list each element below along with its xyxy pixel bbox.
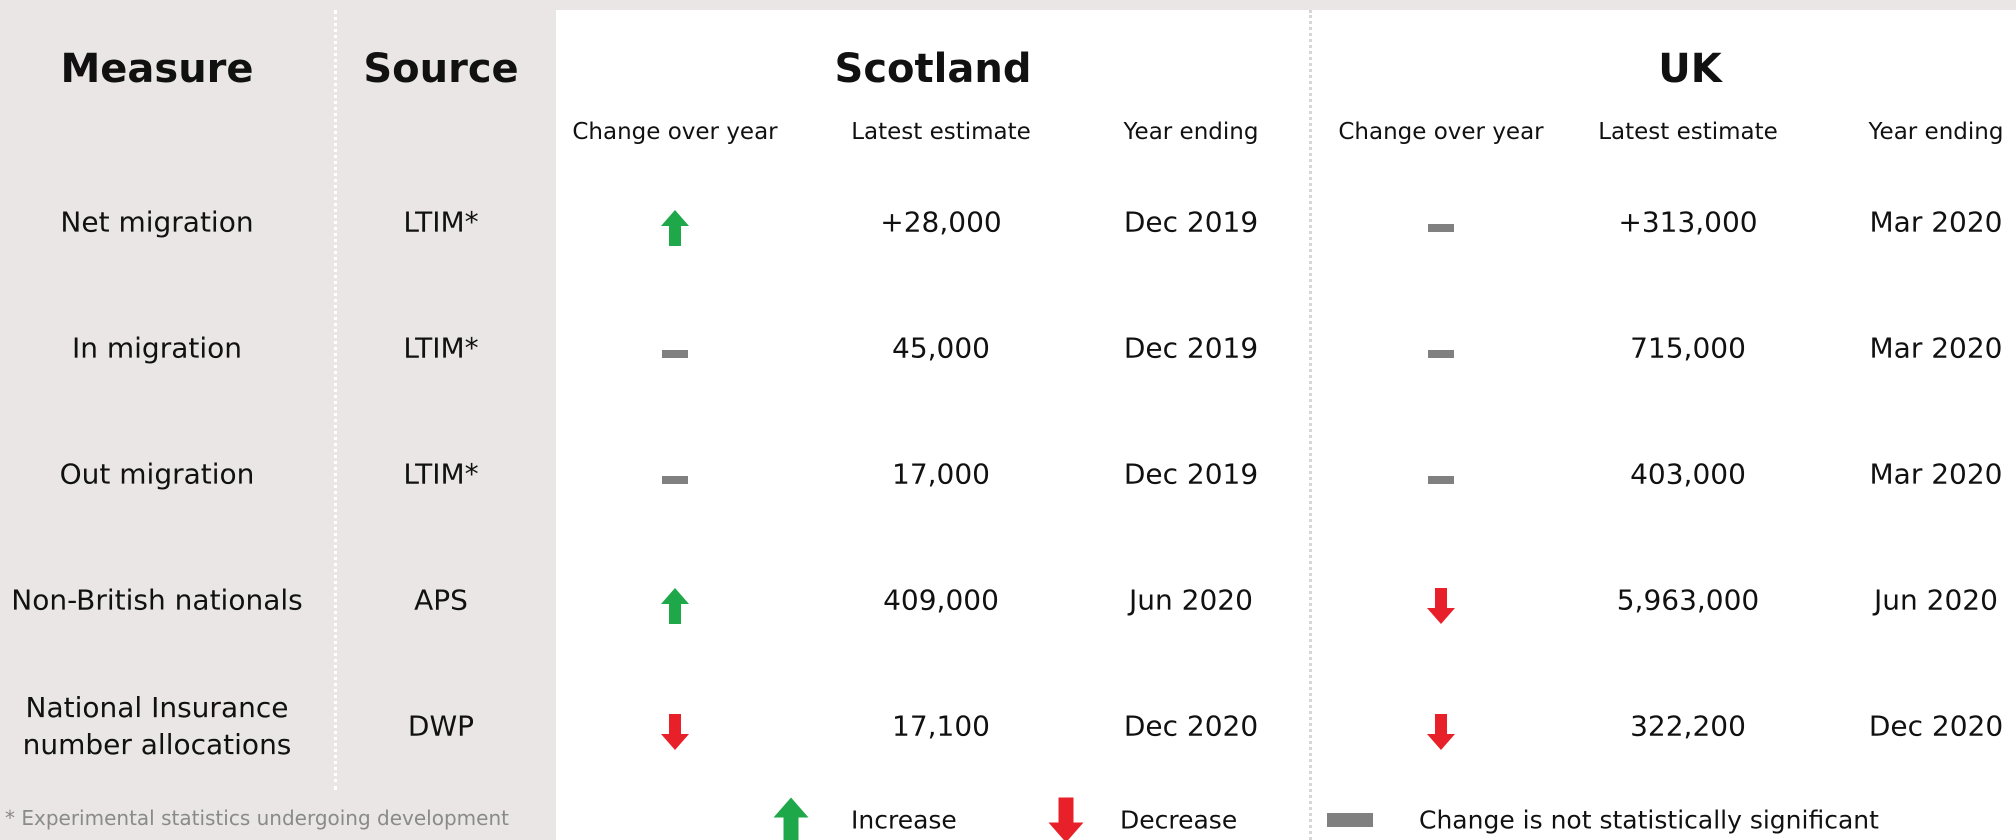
sub-header: Latest estimate — [851, 119, 1031, 145]
year-ending: Dec 2020 — [1868, 709, 2004, 743]
source: DWP — [407, 709, 475, 743]
none-icon — [662, 476, 688, 484]
none-icon — [1428, 476, 1454, 484]
sub-header: Year ending — [1123, 119, 1259, 145]
estimate: 17,100 — [892, 709, 990, 743]
icon-shape — [773, 797, 809, 840]
sub-header: Year ending — [1868, 119, 2004, 145]
source: LTIM* — [403, 457, 479, 491]
estimate: 17,000 — [892, 457, 990, 491]
increase-icon — [661, 210, 689, 246]
decrease-icon — [1048, 797, 1084, 840]
group-header: UK — [1658, 46, 1722, 92]
decrease-icon — [661, 714, 689, 750]
sub-header: Change over year — [572, 119, 778, 145]
estimate: 5,963,000 — [1616, 583, 1760, 617]
icon-shape — [1427, 714, 1455, 750]
measure: Out migration — [59, 457, 255, 491]
column-header: Source — [363, 46, 519, 92]
icon-shape — [1427, 588, 1455, 624]
data-panel — [556, 10, 2016, 840]
estimate: 322,200 — [1630, 709, 1746, 743]
divider — [334, 10, 337, 790]
measure: Non-British nationals — [11, 583, 303, 617]
year-ending: Jun 2020 — [1129, 583, 1253, 617]
icon-shape — [1327, 813, 1373, 827]
estimate: 715,000 — [1630, 331, 1746, 365]
estimate: 45,000 — [892, 331, 990, 365]
year-ending: Dec 2019 — [1123, 331, 1259, 365]
measure: Net migration — [60, 205, 254, 239]
sub-header: Latest estimate — [1598, 119, 1778, 145]
divider — [1309, 10, 1312, 840]
sub-header: Change over year — [1338, 119, 1544, 145]
group-header: Scotland — [834, 46, 1032, 92]
icon-shape — [1048, 797, 1084, 840]
estimate: +28,000 — [880, 205, 1002, 239]
legend-label: Increase — [851, 805, 957, 835]
year-ending: Mar 2020 — [1869, 457, 2003, 491]
estimate: 409,000 — [883, 583, 999, 617]
source: LTIM* — [403, 331, 479, 365]
year-ending: Dec 2019 — [1123, 205, 1259, 239]
estimate: 403,000 — [1630, 457, 1746, 491]
measure: In migration — [71, 331, 243, 365]
icon-shape — [662, 476, 688, 484]
increase-icon — [773, 797, 809, 840]
year-ending: Dec 2020 — [1123, 709, 1259, 743]
decrease-icon — [1427, 588, 1455, 624]
none-icon — [1327, 813, 1373, 827]
increase-icon — [661, 588, 689, 624]
icon-shape — [1428, 476, 1454, 484]
decrease-icon — [1427, 714, 1455, 750]
icon-shape — [661, 588, 689, 624]
year-ending: Dec 2019 — [1123, 457, 1259, 491]
footnote: * Experimental statistics undergoing dev… — [5, 806, 509, 830]
source: LTIM* — [403, 205, 479, 239]
none-icon — [1428, 224, 1454, 232]
year-ending: Mar 2020 — [1869, 205, 2003, 239]
source: APS — [414, 583, 468, 617]
column-header: Measure — [60, 46, 254, 92]
none-icon — [1428, 350, 1454, 358]
icon-shape — [661, 714, 689, 750]
icon-shape — [662, 350, 688, 358]
measure: National Insurance number allocations — [22, 691, 292, 761]
year-ending: Jun 2020 — [1874, 583, 1998, 617]
none-icon — [662, 350, 688, 358]
estimate: +313,000 — [1618, 205, 1758, 239]
legend-label: Decrease — [1120, 805, 1238, 835]
icon-shape — [1428, 224, 1454, 232]
year-ending: Mar 2020 — [1869, 331, 2003, 365]
icon-shape — [661, 210, 689, 246]
legend-label: Change is not statistically significant — [1419, 805, 1879, 835]
icon-shape — [1428, 350, 1454, 358]
